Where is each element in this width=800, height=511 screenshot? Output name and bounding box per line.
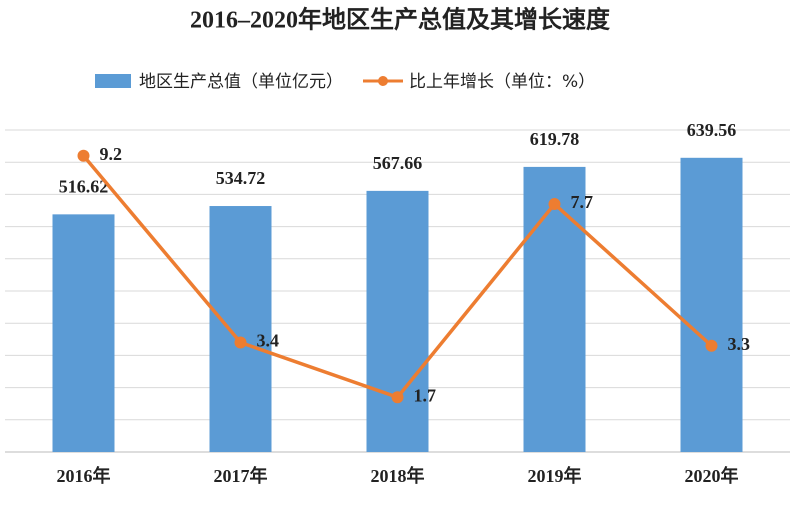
- data-label: 516.62: [59, 176, 109, 196]
- data-label: 534.72: [216, 168, 266, 188]
- bar: [52, 214, 115, 452]
- bar: [209, 206, 272, 452]
- bar: [523, 166, 586, 453]
- legend-swatch: [95, 74, 131, 88]
- data-label: 567.66: [373, 153, 423, 173]
- line-point: [77, 149, 90, 162]
- chart-title: 2016–2020年地区生产总值及其增长速度: [190, 6, 611, 34]
- line-point: [234, 336, 247, 349]
- data-label: 3.4: [257, 331, 280, 351]
- x-tick-label: 2016年: [57, 465, 111, 486]
- line-point: [548, 198, 561, 211]
- x-tick-label: 2017年: [214, 465, 268, 486]
- data-label: 1.7: [414, 385, 437, 405]
- line-point: [391, 391, 404, 404]
- x-tick-label: 2020年: [685, 465, 739, 486]
- data-label: 3.3: [728, 334, 751, 354]
- data-label: 7.7: [571, 192, 594, 212]
- legend-label: 比上年增长（单位：%）: [409, 72, 595, 92]
- data-label: 9.2: [100, 144, 123, 164]
- data-label: 639.56: [687, 120, 737, 140]
- x-tick-label: 2018年: [371, 465, 425, 486]
- legend-swatch: [378, 76, 388, 86]
- legend-label: 地区生产总值（单位亿元）: [139, 72, 343, 92]
- bar: [366, 190, 429, 452]
- data-label: 619.78: [530, 129, 580, 149]
- line-point: [705, 339, 718, 352]
- x-tick-label: 2019年: [528, 465, 582, 486]
- bar: [680, 157, 743, 452]
